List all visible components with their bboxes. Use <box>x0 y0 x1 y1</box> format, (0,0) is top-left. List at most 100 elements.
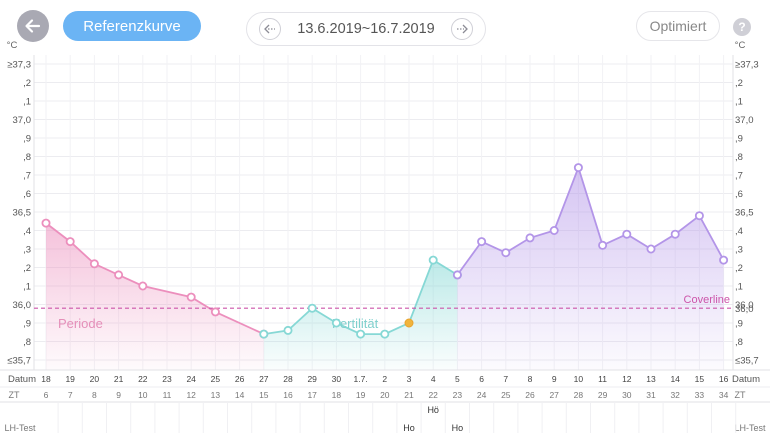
y-tick-label-right: ,2 <box>735 78 743 89</box>
cycle-day-label: 15 <box>259 390 269 400</box>
date-tick-label: 14 <box>670 374 680 384</box>
y-tick-label-left: ,8 <box>23 337 31 348</box>
cycle-day-label: 16 <box>283 390 293 400</box>
date-tick-label: 24 <box>186 374 196 384</box>
data-point <box>573 163 583 173</box>
date-tick-label: 13 <box>646 374 656 384</box>
data-point <box>41 218 51 228</box>
data-point <box>210 307 220 317</box>
y-tick-label-left: ,3 <box>23 245 31 256</box>
data-point <box>138 281 148 291</box>
data-point <box>549 225 559 235</box>
y-tick-label-right: ,7 <box>735 171 743 182</box>
cycle-day-label: 20 <box>380 390 390 400</box>
lh-test-mark: Hö <box>427 405 439 415</box>
cycle-day-label: 11 <box>163 390 172 400</box>
date-tick-label: 18 <box>41 374 51 384</box>
y-tick-label-left: ,2 <box>23 78 31 89</box>
cycle-day-label: 32 <box>670 390 680 400</box>
data-point <box>477 237 487 247</box>
previous-period-button[interactable] <box>259 18 281 40</box>
y-tick-label-right: ≥37,3 <box>735 60 759 71</box>
date-tick-label: 27 <box>259 374 269 384</box>
y-tick-label-left: ≤35,7 <box>7 356 31 367</box>
y-tick-label-right: ,6 <box>735 189 743 200</box>
data-point <box>65 237 75 247</box>
date-tick-label: 9 <box>552 374 557 384</box>
y-tick-label-left: ,1 <box>23 282 31 293</box>
data-point <box>259 329 269 339</box>
date-tick-label: 29 <box>307 374 317 384</box>
top-bar: Referenzkurve 13.6.2019~16.7.2019 Optimi… <box>0 0 770 52</box>
y-tick-label-left: 36,5 <box>13 208 32 219</box>
data-point <box>694 211 704 221</box>
lh-test-mark: Ho <box>403 423 415 433</box>
lh-test-mark: Ho <box>452 423 464 433</box>
cycle-day-label: 27 <box>549 390 559 400</box>
data-point <box>670 229 680 239</box>
data-point <box>622 229 632 239</box>
y-tick-label-right: ≤35,7 <box>735 356 759 367</box>
date-tick-label: 12 <box>622 374 632 384</box>
y-tick-label-left: ,8 <box>23 152 31 163</box>
cycle-day-label: 14 <box>235 390 245 400</box>
cycle-day-label: 23 <box>453 390 463 400</box>
y-tick-label-right: ,4 <box>735 226 743 237</box>
y-unit-left: °C <box>7 40 18 51</box>
cycle-day-label: 10 <box>138 390 148 400</box>
y-tick-label-left: ,2 <box>23 263 31 274</box>
data-point <box>307 303 317 313</box>
y-tick-label-left: ,6 <box>23 189 31 200</box>
cycle-day-label: 28 <box>574 390 584 400</box>
date-row-label-right: Datum <box>732 374 760 385</box>
cycle-day-label: 9 <box>116 390 121 400</box>
data-point <box>646 244 656 254</box>
date-tick-label: 1.7. <box>354 374 368 384</box>
help-icon[interactable]: ? <box>733 18 751 36</box>
y-tick-label-right: ,1 <box>735 282 743 293</box>
y-tick-label-right: ,1 <box>735 97 743 108</box>
data-point <box>89 259 99 269</box>
cycle-day-label: 33 <box>695 390 705 400</box>
y-tick-label-left: 37,0 <box>13 115 32 126</box>
back-button[interactable] <box>17 10 49 42</box>
y-tick-label-right: ,8 <box>735 337 743 348</box>
data-point <box>283 325 293 335</box>
date-tick-label: 16 <box>719 374 729 384</box>
y-tick-label-left: ,9 <box>23 134 31 145</box>
date-tick-label: 11 <box>598 374 607 384</box>
cycle-row-label: ZT <box>9 390 20 400</box>
reference-curve-button[interactable]: Referenzkurve <box>63 11 201 41</box>
coverline-label: Coverline <box>684 294 730 306</box>
data-point <box>598 240 608 250</box>
date-tick-label: 26 <box>235 374 245 384</box>
date-tick-label: 6 <box>479 374 484 384</box>
data-point <box>331 318 341 328</box>
cycle-row-label-right: ZT <box>735 390 746 400</box>
y-tick-label-left: ≥37,3 <box>7 60 31 71</box>
cycle-day-label: 29 <box>598 390 608 400</box>
date-tick-label: 10 <box>574 374 584 384</box>
cycle-day-label: 31 <box>646 390 656 400</box>
y-tick-label-left: ,4 <box>23 226 31 237</box>
series-line <box>45 222 265 335</box>
date-tick-label: 15 <box>695 374 705 384</box>
cycle-day-label: 34 <box>719 390 729 400</box>
lh-row-label-right: LH-Test <box>734 423 766 433</box>
next-period-button[interactable] <box>451 18 473 40</box>
cycle-day-label: 19 <box>356 390 366 400</box>
date-tick-label: 19 <box>65 374 75 384</box>
date-tick-label: 8 <box>528 374 533 384</box>
data-point <box>719 255 729 265</box>
y-tick-label-right: 37,0 <box>735 115 754 126</box>
data-point <box>428 255 438 265</box>
data-point <box>525 233 535 243</box>
date-tick-label: 21 <box>114 374 124 384</box>
y-tick-label-left: ,9 <box>23 319 31 330</box>
date-tick-label: 30 <box>332 374 342 384</box>
optimize-button[interactable]: Optimiert <box>636 11 720 41</box>
y-tick-label-right: 36,5 <box>735 208 754 219</box>
phase-label-periode: Periode <box>58 316 103 331</box>
phase-area <box>457 167 724 370</box>
y-tick-label-right: 36,0 <box>735 300 754 311</box>
